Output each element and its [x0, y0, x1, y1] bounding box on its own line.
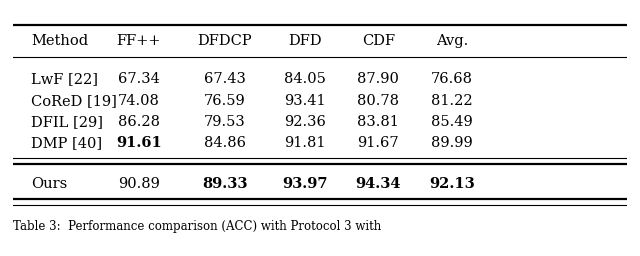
Text: DFIL [29]: DFIL [29] [31, 115, 103, 129]
Text: 89.99: 89.99 [431, 136, 473, 150]
Text: 84.86: 84.86 [204, 136, 246, 150]
Text: DFDCP: DFDCP [198, 34, 252, 48]
Text: Avg.: Avg. [436, 34, 468, 48]
Text: 93.41: 93.41 [284, 94, 326, 108]
Text: CoReD [19]: CoReD [19] [31, 94, 117, 108]
Text: Method: Method [31, 34, 88, 48]
Text: 91.67: 91.67 [358, 136, 399, 150]
Text: 85.49: 85.49 [431, 115, 473, 129]
Text: DMP [40]: DMP [40] [31, 136, 102, 150]
Text: 92.13: 92.13 [429, 177, 475, 191]
Text: 79.53: 79.53 [204, 115, 246, 129]
Text: 86.28: 86.28 [118, 115, 160, 129]
Text: 67.43: 67.43 [204, 72, 246, 87]
Text: 83.81: 83.81 [357, 115, 399, 129]
Text: 93.97: 93.97 [282, 177, 328, 191]
Text: DFD: DFD [288, 34, 321, 48]
Text: 91.81: 91.81 [284, 136, 325, 150]
Text: Ours: Ours [31, 177, 67, 191]
Text: 74.08: 74.08 [118, 94, 160, 108]
Text: Table 3:  Performance comparison (ACC) with Protocol 3 with: Table 3: Performance comparison (ACC) wi… [13, 220, 381, 233]
Text: 91.61: 91.61 [116, 136, 162, 150]
Text: FF++: FF++ [116, 34, 161, 48]
Text: 89.33: 89.33 [202, 177, 248, 191]
Text: 94.34: 94.34 [356, 177, 401, 191]
Text: 87.90: 87.90 [357, 72, 399, 87]
Text: 90.89: 90.89 [118, 177, 160, 191]
Text: 80.78: 80.78 [357, 94, 399, 108]
Text: 92.36: 92.36 [284, 115, 326, 129]
Text: 84.05: 84.05 [284, 72, 326, 87]
Text: 81.22: 81.22 [431, 94, 473, 108]
Text: 76.68: 76.68 [431, 72, 473, 87]
Text: 67.34: 67.34 [118, 72, 160, 87]
Text: LwF [22]: LwF [22] [31, 72, 98, 87]
Text: 76.59: 76.59 [204, 94, 246, 108]
Text: CDF: CDF [362, 34, 395, 48]
